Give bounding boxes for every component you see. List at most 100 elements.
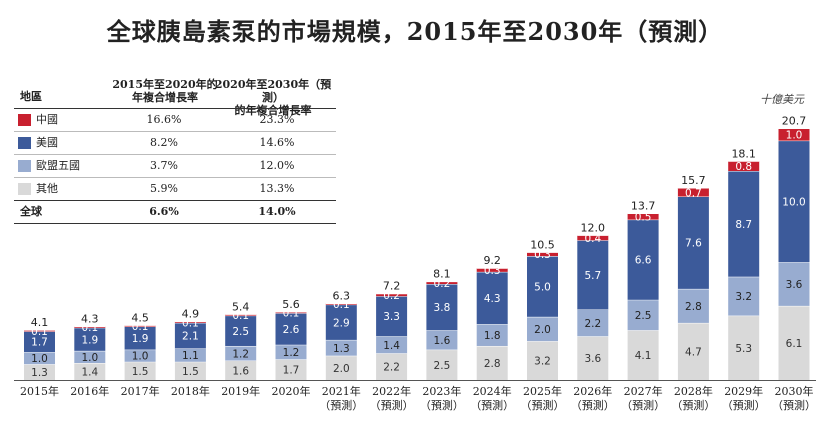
row-name: 美國 [36, 136, 58, 149]
bar-segment-others [426, 349, 458, 380]
bar-segment-others [124, 361, 156, 380]
category-tick-label: 2026年 [573, 384, 612, 398]
bar-segment-others [74, 362, 106, 380]
bar-segment-others [24, 364, 55, 380]
segment-value-label: 2.5 [434, 360, 451, 372]
segment-value-label: 0.1 [132, 321, 149, 333]
total-value-label: 18.1 [731, 147, 756, 160]
table-row: 美國 8.2% 14.6% [14, 132, 336, 154]
segment-value-label: 1.5 [132, 366, 149, 378]
bar-segment-usa [325, 304, 357, 340]
segment-value-label: 1.0 [786, 130, 803, 142]
segment-value-label: 7.6 [685, 238, 702, 250]
category-tick-label: 2018年 [171, 384, 210, 398]
bar-segment-eu5 [74, 350, 106, 363]
header-cagr1-line2: 年複合增長率 [132, 91, 198, 104]
row-divider [14, 154, 336, 155]
row-cagr2: 14.6% [259, 136, 295, 149]
bar-segment-eu5 [24, 352, 55, 365]
segment-value-label: 2.9 [333, 317, 350, 329]
header-region: 地區 [20, 90, 42, 103]
segment-value-label: 1.2 [283, 347, 300, 359]
others-swatch [18, 183, 31, 195]
total-value-label: 10.5 [530, 238, 555, 251]
table-total-row: 全球 6.6% 14.0% [14, 201, 336, 223]
bar-segment-eu5 [577, 309, 609, 337]
segment-value-label: 6.1 [786, 338, 803, 350]
header-cagr2-line2: 的年複合增長率 [234, 104, 312, 117]
bar-segment-china [275, 311, 307, 314]
total-value-label: 20.7 [782, 114, 807, 127]
segment-value-label: 0.1 [283, 308, 300, 320]
segment-value-label: 3.2 [735, 291, 752, 303]
segment-value-label: 0.3 [484, 265, 501, 277]
bar-segment-usa [225, 315, 257, 346]
category-tick-label: （預測） [621, 398, 665, 412]
table-header-row: 地區 2015年至2020年的 年複合增長率 2020年至2030年（預測） 的… [14, 78, 336, 117]
unit-label: 十億美元 [760, 93, 804, 106]
bar-segment-usa [577, 240, 609, 310]
header-cagr2-line1: 2020年至2030年（預測） [214, 78, 332, 104]
bar-segment-china [225, 314, 257, 316]
segment-value-label: 0.2 [434, 278, 451, 290]
bar-segment-others [677, 322, 709, 380]
category-tick-label: 2023年 [422, 384, 461, 398]
segment-value-label: 3.8 [434, 302, 451, 314]
row-cagr1: 3.7% [150, 159, 178, 172]
segment-value-label: 1.3 [31, 367, 48, 379]
bar-segment-others [778, 305, 810, 380]
bar-segment-others [527, 341, 558, 380]
segment-value-label: 0.1 [333, 299, 350, 311]
category-tick-label: 2021年 [322, 384, 361, 398]
total-value-label: 15.7 [681, 174, 706, 187]
total-value-label: 5.6 [282, 298, 300, 311]
bar-segment-others [627, 330, 659, 380]
bar-segment-others [728, 315, 760, 380]
segment-value-label: 2.5 [232, 326, 249, 338]
segment-value-label: 0.7 [685, 187, 702, 199]
segment-value-label: 1.5 [182, 366, 199, 378]
bar-segment-usa [124, 326, 156, 350]
segment-value-label: 2.5 [635, 310, 652, 322]
segment-value-label: 3.6 [584, 353, 601, 365]
bar-segment-china [728, 161, 760, 172]
category-tick-label: （預測） [420, 398, 464, 412]
total-cagr1: 6.6% [149, 205, 179, 218]
bar-segment-eu5 [124, 349, 156, 362]
segment-value-label: 1.0 [132, 351, 149, 363]
segment-value-label: 1.0 [31, 353, 48, 365]
bar-segment-eu5 [174, 348, 206, 362]
category-tick-label: （預測） [671, 398, 715, 412]
bar-segment-usa [527, 256, 558, 317]
segment-value-label: 6.6 [635, 255, 652, 267]
bar-segment-china [476, 268, 508, 272]
category-tick-label: （預測） [722, 398, 766, 412]
segment-value-label: 0.1 [31, 326, 48, 338]
segment-value-label: 0.1 [232, 310, 249, 322]
category-tick-label: 2019年 [221, 384, 260, 398]
china-swatch [18, 114, 31, 126]
bar-segment-eu5 [728, 276, 760, 316]
segment-value-label: 1.4 [81, 366, 98, 378]
bar-segment-china [527, 252, 558, 257]
segment-value-label: 2.2 [584, 318, 601, 330]
bar-segment-eu5 [426, 330, 458, 350]
table-row: 其他 5.9% 13.3% [14, 178, 336, 200]
bar-segment-others [376, 353, 408, 380]
total-value-label: 4.9 [182, 308, 200, 321]
table-row: 中國 16.6% 23.3% [14, 109, 336, 131]
segment-value-label: 1.8 [484, 330, 501, 342]
row-divider [14, 177, 336, 178]
row-cagr2: 23.3% [259, 113, 295, 126]
segment-value-label: 2.8 [685, 301, 702, 313]
bar-segment-china [325, 303, 357, 305]
segment-value-label: 0.1 [182, 317, 199, 329]
bar-segment-eu5 [778, 262, 810, 306]
table-row: 歐盟五國 3.7% 12.0% [14, 155, 336, 177]
total-value-label: 5.4 [232, 300, 250, 313]
bar-segment-usa [376, 296, 408, 337]
segment-value-label: 1.2 [232, 348, 249, 360]
segment-value-label: 1.6 [232, 365, 249, 377]
bar-segment-usa [426, 284, 458, 331]
